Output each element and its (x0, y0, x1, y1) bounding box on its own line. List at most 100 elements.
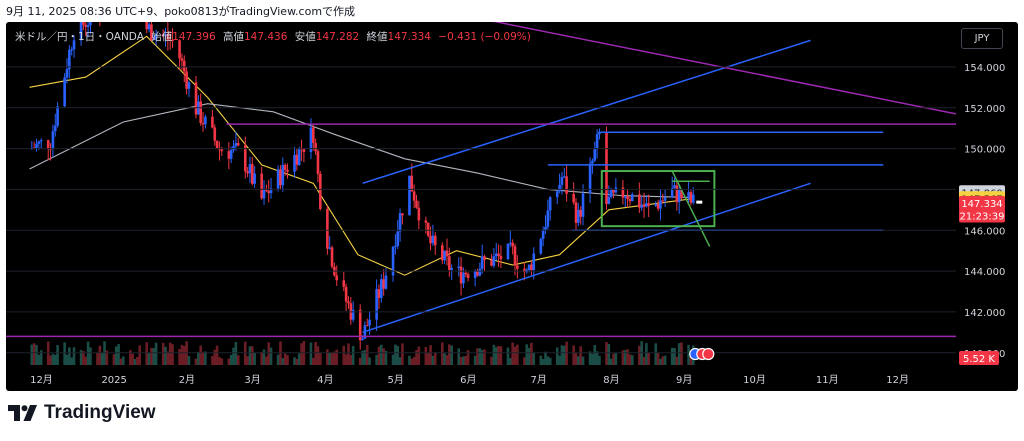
candle-body (178, 40, 181, 59)
volume-bar (119, 358, 123, 365)
x-tick-label: 12月 (886, 374, 909, 386)
candle-body (361, 338, 364, 341)
x-tick-label: 10月 (743, 374, 766, 386)
candle-body (187, 82, 191, 89)
candle-body (211, 116, 214, 128)
candle-body (63, 77, 66, 107)
volume-bar (46, 341, 50, 365)
volume-bar (462, 356, 465, 365)
candle-body (431, 235, 435, 244)
volume-bar (459, 356, 463, 365)
close-label: 終値 (366, 31, 388, 43)
descending-break-line (671, 170, 711, 247)
volume-bar (609, 358, 613, 365)
candle-body (342, 280, 346, 287)
candle-body (351, 309, 355, 320)
candle-body (365, 325, 369, 327)
y-tick-label: 146.000 (964, 226, 1005, 237)
volume-bar (541, 358, 545, 365)
volume-bar (476, 348, 479, 365)
candle-body (558, 184, 561, 192)
volume-bar (70, 357, 73, 365)
candle-body (401, 213, 404, 216)
volume-bar (347, 343, 350, 365)
tradingview-logo-icon (8, 405, 37, 421)
volume-bar (574, 352, 578, 365)
candle-body (588, 163, 592, 194)
volume-bar (630, 355, 634, 365)
volume-bar (670, 347, 674, 365)
candle-body (260, 173, 263, 199)
candle-body (49, 148, 52, 150)
volume-bar (150, 347, 153, 365)
volume-bar (663, 355, 667, 365)
volume-bar (424, 347, 428, 365)
volume-bar (509, 357, 512, 365)
candle-body (161, 34, 165, 36)
candle-body (185, 71, 188, 89)
volume-bar (53, 354, 57, 365)
candle-body (279, 169, 282, 186)
volume-bar (49, 355, 52, 365)
volume-bar (675, 356, 679, 365)
ma-long-line (29, 103, 694, 199)
volume-bar (506, 347, 510, 365)
volume-bar (131, 353, 134, 365)
price-chart[interactable]: 154.000152.000150.000148.000146.000144.0… (6, 22, 1018, 391)
high-label: 高値 (223, 31, 244, 43)
tradingview-logo[interactable]: TradingView (8, 402, 156, 424)
volume-bar (211, 356, 214, 365)
candle-body (236, 143, 240, 146)
price-label-box (959, 208, 1005, 223)
volume-bar (642, 356, 646, 365)
volume-bar (328, 352, 332, 365)
volume-bar (260, 351, 263, 365)
candle-body (234, 143, 238, 147)
volume-bar (68, 347, 71, 365)
chart-panel[interactable]: 154.000152.000150.000148.000146.000144.0… (6, 22, 1018, 391)
volume-bar (680, 342, 683, 365)
x-tick-label: 7月 (531, 374, 547, 386)
volume-bar (152, 348, 156, 365)
volume-bar (548, 357, 552, 365)
channel-upper-trendline (362, 39, 811, 185)
candle-body (544, 226, 547, 230)
volume-bar (654, 343, 658, 365)
candle-body (309, 127, 313, 152)
volume-bar (546, 356, 550, 365)
candle-body (516, 265, 519, 269)
candle-body (579, 209, 582, 217)
candle-body (375, 289, 378, 320)
currency-button[interactable]: JPY (961, 28, 1003, 49)
volume-bar (497, 346, 500, 365)
volume-bar (166, 351, 170, 365)
time-axis[interactable]: 12月 2025 2月 3月 4月 5月 6月 7月 8月 9月 10月 11月 12月 (30, 374, 909, 386)
event-flag-icon[interactable] (702, 347, 715, 361)
volume-bar (659, 358, 662, 365)
volume-bar (314, 341, 317, 365)
volume-bar (363, 350, 367, 365)
candle-body (46, 140, 50, 149)
candle-body (483, 256, 486, 260)
volume-bar (450, 345, 453, 365)
volume-bar (293, 357, 296, 365)
volume-bar (218, 357, 221, 365)
volume-bar (171, 344, 174, 365)
volume-bar (511, 342, 514, 365)
candle-body (391, 246, 395, 276)
candle-body (326, 209, 329, 249)
volume-bar (319, 353, 322, 365)
volume-bar (276, 354, 280, 365)
candle-body (626, 196, 629, 200)
economic-event-markers[interactable] (689, 347, 715, 361)
candle-body (39, 140, 43, 142)
candle-body (445, 250, 449, 257)
price-axis[interactable]: 154.000152.000150.000148.000146.000144.0… (6, 63, 1005, 360)
y-tick-label: 154.000 (964, 63, 1005, 74)
volume-bar (478, 348, 482, 365)
volume-bar (375, 354, 378, 365)
candle-body (663, 197, 667, 201)
candle-body (410, 175, 414, 192)
symbol-name[interactable]: 米ドル／円・1日・OANDA (15, 31, 144, 43)
candle-body (213, 127, 217, 141)
